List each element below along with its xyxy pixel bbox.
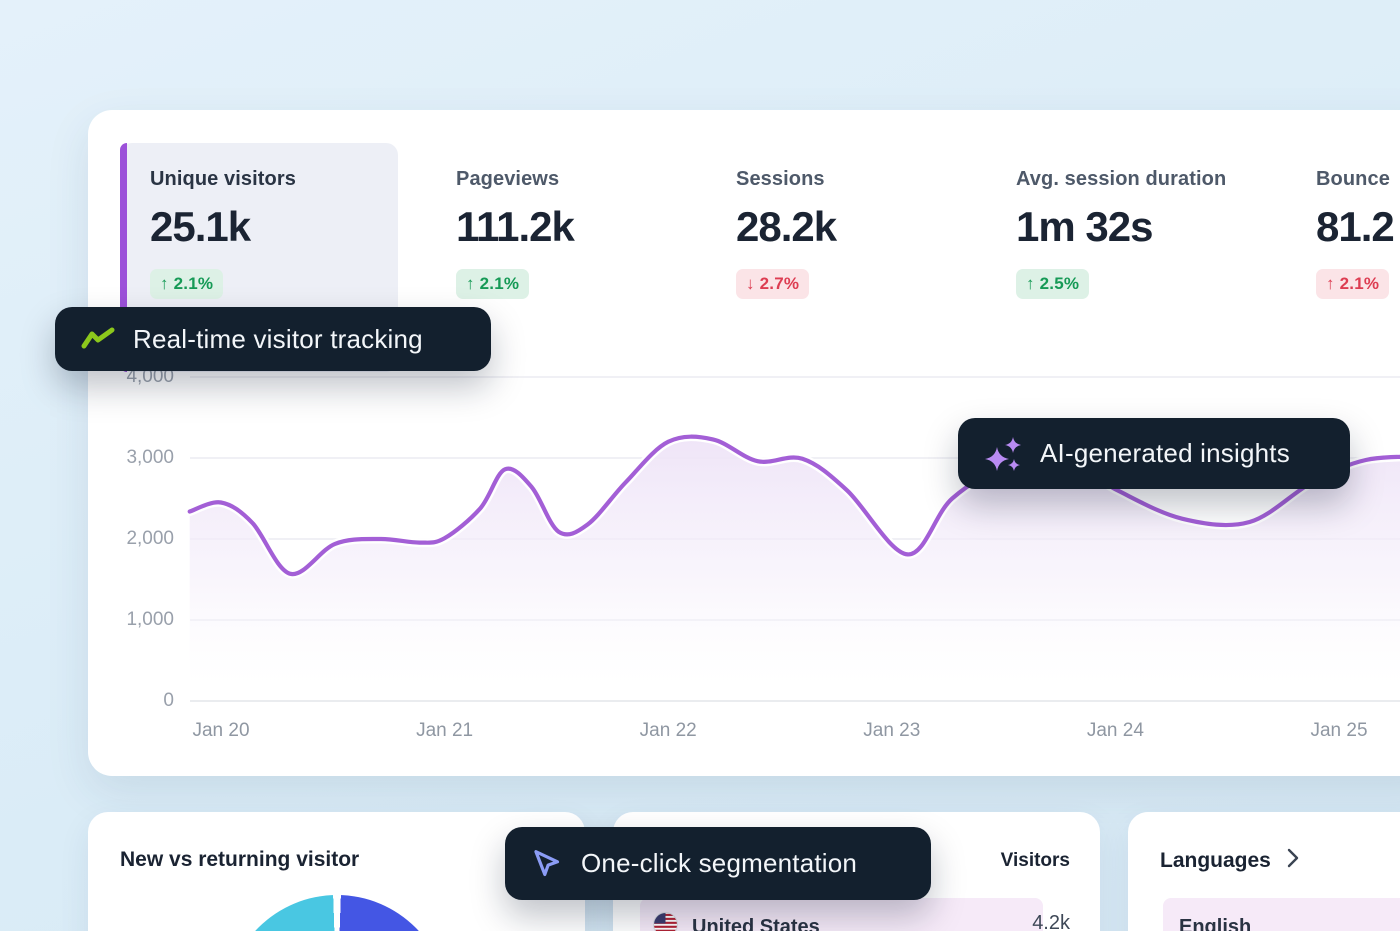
callout-one-click-segmentation: One-click segmentation [505,827,931,900]
stat-sessions[interactable]: Sessions 28.2k ↓ 2.7% [736,168,837,299]
stat-change-badge: ↑ 2.1% [456,269,530,299]
stat-value: 28.2k [736,203,837,250]
languages-card: Languages English [1128,812,1400,931]
x-tick-label: Jan 25 [1310,720,1368,741]
stat-label: Unique visitors [150,168,296,190]
stat-change-badge: ↓ 2.7% [736,269,810,299]
callout-label: Real-time visitor tracking [133,323,423,354]
language-row-english[interactable]: English [1163,898,1400,931]
country-visitors-value: 4.2k [1032,912,1070,931]
x-tick-label: Jan 20 [192,720,250,741]
stat-label: Bounce [1316,168,1390,190]
stat-label: Sessions [736,168,825,190]
stat-bounce[interactable]: Bounce 81.2 ↑ 2.1% [1316,168,1395,299]
stat-change-badge: ↑ 2.1% [150,269,224,299]
stat-change-badge: ↑ 2.5% [1016,269,1090,299]
stat-value: 25.1k [150,203,251,250]
stat-label: Avg. session duration [1016,168,1227,190]
country-name: United States [692,915,820,931]
stat-pageviews[interactable]: Pageviews 111.2k ↑ 2.1% [456,168,575,299]
card-title: New vs returning visitor [120,848,360,871]
callout-label: One-click segmentation [581,848,858,878]
visitor-split-donut-chart [226,895,448,931]
country-row-united-states[interactable]: United States [640,898,1043,931]
stat-label: Pageviews [456,168,560,190]
chart-area-fill [189,436,1400,701]
callout-ai-insights: AI-generated insights [958,418,1350,489]
stat-value: 1m 32s [1016,203,1153,250]
y-tick-label: 0 [163,690,174,711]
chevron-right-icon [1287,848,1299,874]
card-title: Languages [1160,849,1271,872]
x-tick-label: Jan 23 [863,720,921,741]
trend-line-icon [81,326,115,352]
selected-accent-bar [120,143,127,372]
language-name: English [1179,915,1252,931]
cursor-icon [531,848,563,880]
languages-header[interactable]: Languages [1160,848,1299,874]
stat-change-badge: ↑ 2.1% [1316,269,1390,299]
callout-label: AI-generated insights [1040,438,1290,468]
new-vs-returning-card: New vs returning visitor [88,812,585,931]
y-tick-label: 4,000 [126,366,174,387]
x-tick-label: Jan 21 [416,720,474,741]
sparkles-icon [984,435,1022,473]
x-tick-label: Jan 22 [639,720,697,741]
stat-unique-visitors[interactable]: Unique visitors 25.1k ↑ 2.1% [150,168,296,299]
us-flag-icon [653,912,678,931]
visitors-area-chart [185,376,1400,702]
y-tick-label: 3,000 [126,447,174,468]
x-tick-label: Jan 24 [1086,720,1144,741]
callout-realtime-tracking: Real-time visitor tracking [55,307,491,371]
visitors-column-header: Visitors [1000,850,1070,871]
stat-value: 81.2 [1316,203,1395,250]
y-tick-label: 1,000 [126,609,174,630]
stat-value: 111.2k [456,203,575,250]
y-tick-label: 2,000 [126,528,174,549]
stat-avg-session-duration[interactable]: Avg. session duration 1m 32s ↑ 2.5% [1016,168,1226,299]
chart-line [187,434,1400,576]
